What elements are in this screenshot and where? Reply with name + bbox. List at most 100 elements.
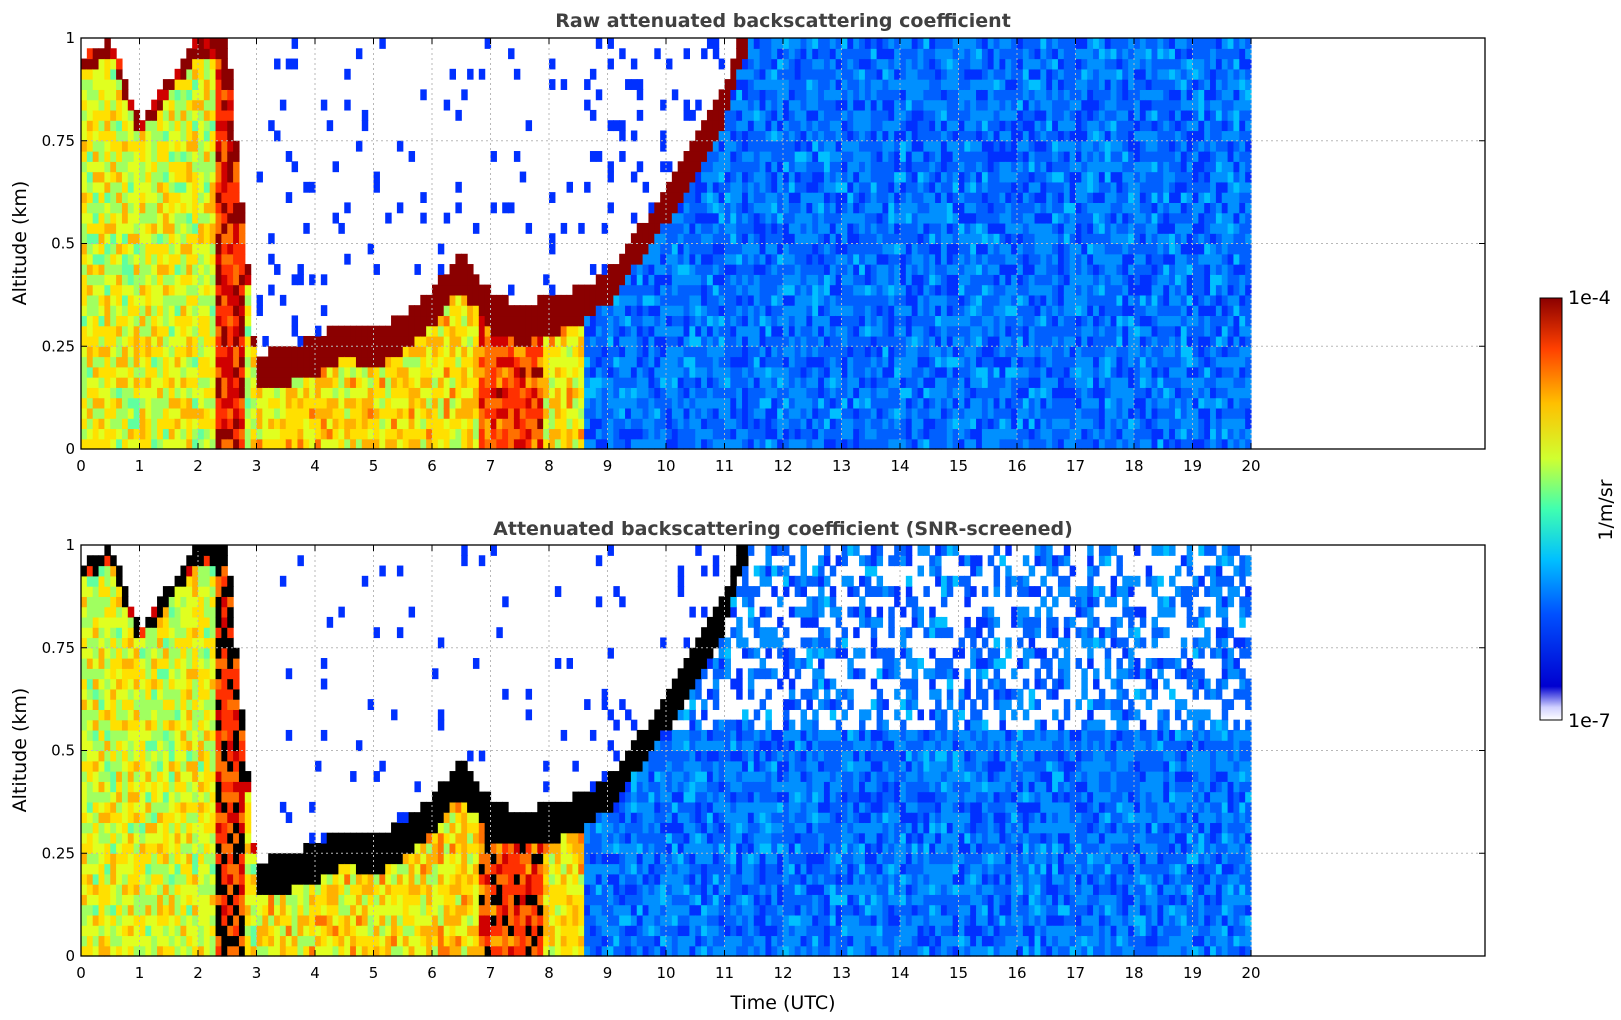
heatmap-cell xyxy=(666,202,673,214)
heatmap-cell xyxy=(589,428,597,440)
heatmap-cell xyxy=(759,274,767,286)
heatmap-cell xyxy=(121,140,129,152)
heatmap-cell xyxy=(1046,68,1053,80)
heatmap-cell xyxy=(215,192,222,203)
heatmap-cell xyxy=(864,418,872,430)
heatmap-cell xyxy=(689,233,696,245)
heatmap-cell xyxy=(496,294,503,306)
heatmap-cell xyxy=(332,377,339,388)
heatmap-cell xyxy=(478,356,486,368)
heatmap-cell xyxy=(759,366,767,378)
heatmap-cell xyxy=(666,284,673,296)
heatmap-cell xyxy=(484,377,492,388)
heatmap-cell xyxy=(1052,222,1059,234)
heatmap-cell xyxy=(999,48,1006,60)
heatmap-cell xyxy=(157,243,164,255)
heatmap-cell xyxy=(806,89,813,101)
heatmap-cell xyxy=(81,438,88,450)
heatmap-cell xyxy=(894,140,901,152)
heatmap-cell xyxy=(753,407,761,419)
heatmap-cell xyxy=(525,315,533,327)
heatmap-cell xyxy=(829,243,837,255)
heatmap-cell xyxy=(1052,109,1059,121)
heatmap-cell xyxy=(835,253,843,265)
heatmap-cell xyxy=(771,387,778,399)
heatmap-cell xyxy=(391,325,398,337)
heatmap-cell xyxy=(981,161,989,173)
heatmap-cell xyxy=(695,387,702,399)
heatmap-cell xyxy=(671,366,679,378)
heatmap-cell xyxy=(964,377,971,388)
heatmap-cell xyxy=(443,346,451,358)
heatmap-cell xyxy=(771,264,778,275)
heatmap-cell xyxy=(408,356,416,368)
heatmap-cell xyxy=(853,58,860,70)
heatmap-cell xyxy=(110,428,117,440)
heatmap-cell xyxy=(86,151,94,162)
heatmap-cell xyxy=(730,130,737,142)
heatmap-cell xyxy=(238,253,246,265)
heatmap-cell xyxy=(835,99,843,111)
heatmap-cell xyxy=(502,294,509,306)
heatmap-cell xyxy=(900,233,907,245)
heatmap-cell xyxy=(531,325,538,337)
heatmap-cell xyxy=(437,294,445,306)
heatmap-cell xyxy=(923,181,930,193)
heatmap-cell xyxy=(531,305,538,317)
heatmap-cell xyxy=(987,222,995,234)
heatmap-cell xyxy=(964,335,971,347)
heatmap-cell xyxy=(198,243,205,255)
heatmap-cell xyxy=(513,387,521,399)
heatmap-cell xyxy=(654,366,661,378)
heatmap-cell xyxy=(297,264,304,275)
heatmap-cell xyxy=(794,233,802,245)
heatmap-cell xyxy=(619,253,626,265)
heatmap-cell xyxy=(683,387,690,399)
heatmap-cell xyxy=(508,397,515,409)
heatmap-cell xyxy=(788,151,796,162)
heatmap-cell xyxy=(379,387,386,399)
heatmap-cell xyxy=(718,222,726,234)
heatmap-cell xyxy=(730,438,737,450)
heatmap-cell xyxy=(531,366,538,378)
heatmap-cell xyxy=(215,89,222,101)
heatmap-cell xyxy=(133,274,141,286)
heatmap-cell xyxy=(970,264,977,275)
heatmap-cell xyxy=(221,428,228,440)
heatmap-cell xyxy=(104,387,111,399)
heatmap-cell xyxy=(373,387,380,399)
heatmap-cell xyxy=(671,377,679,388)
heatmap-cell xyxy=(736,89,743,101)
heatmap-cell xyxy=(133,315,141,327)
heatmap-cell xyxy=(788,264,796,275)
heatmap-cell xyxy=(747,109,755,121)
heatmap-cell xyxy=(806,171,813,183)
heatmap-cell xyxy=(701,438,708,450)
heatmap-cell xyxy=(1028,438,1036,450)
heatmap-cell xyxy=(864,68,872,80)
heatmap-cell xyxy=(841,38,848,49)
heatmap-cell xyxy=(788,120,796,132)
heatmap-cell xyxy=(853,294,860,306)
heatmap-cell xyxy=(578,346,585,358)
heatmap-cell xyxy=(408,407,416,419)
heatmap-cell xyxy=(981,305,989,317)
heatmap-cell xyxy=(660,284,667,296)
heatmap-cell xyxy=(823,38,831,49)
heatmap-cell xyxy=(572,428,579,440)
heatmap-cell xyxy=(437,284,445,296)
heatmap-cell xyxy=(373,428,380,440)
heatmap-cell xyxy=(1069,264,1077,275)
heatmap-cell xyxy=(870,315,878,327)
heatmap-cell xyxy=(806,48,813,60)
heatmap-cell xyxy=(882,79,889,90)
heatmap-cell xyxy=(753,243,761,255)
heatmap-cell xyxy=(601,325,609,337)
heatmap-cell xyxy=(595,438,603,450)
heatmap-cell xyxy=(203,356,211,368)
heatmap-cell xyxy=(964,181,971,193)
heatmap-cell xyxy=(630,397,638,409)
heatmap-cell xyxy=(911,356,919,368)
heatmap-cell xyxy=(215,243,222,255)
heatmap-cell xyxy=(894,58,901,70)
